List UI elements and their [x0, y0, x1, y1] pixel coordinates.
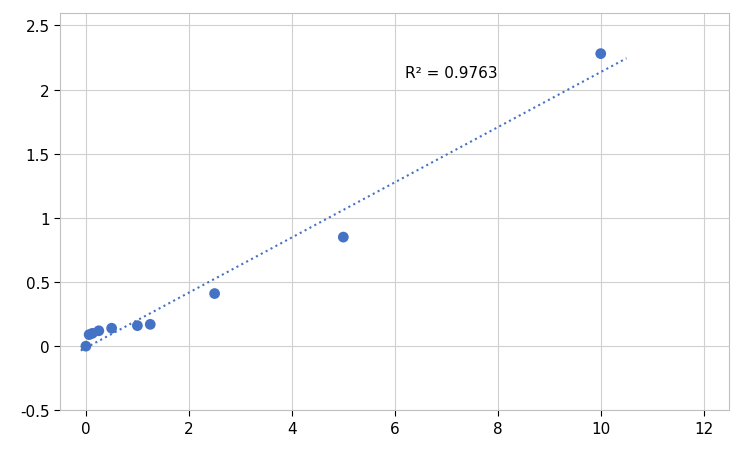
- Point: [595, 51, 607, 58]
- Point: [338, 234, 350, 241]
- Point: [144, 321, 156, 328]
- Point: [92, 327, 105, 335]
- Point: [208, 290, 220, 298]
- Point: [132, 322, 144, 330]
- Point: [80, 343, 92, 350]
- Point: [105, 325, 117, 332]
- Point: [83, 331, 96, 339]
- Point: [86, 330, 99, 337]
- Text: R² = 0.9763: R² = 0.9763: [405, 65, 498, 81]
